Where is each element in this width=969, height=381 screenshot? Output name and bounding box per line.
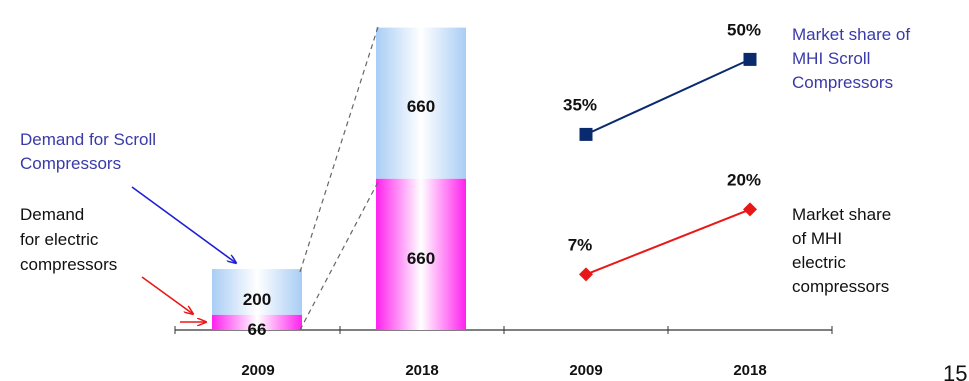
axis-ticks	[174, 326, 833, 334]
data-label-scroll-share-2009: 35%	[563, 95, 597, 114]
bar-electric-2009	[212, 314, 302, 330]
page-number: 15	[943, 361, 967, 381]
data-label-scroll-2009: 200	[243, 290, 271, 309]
marker-scroll-2009	[579, 127, 593, 141]
legend-electric-share: Market share of MHI electric compressors	[792, 205, 896, 296]
bar-scroll-2018	[376, 27, 466, 179]
data-label-scroll-2018: 660	[407, 97, 435, 116]
connector-dash-bottom	[299, 181, 379, 331]
bar-scroll-2009	[212, 269, 302, 315]
annotation-scroll-demand: Demand for Scroll Compressors	[20, 130, 161, 173]
data-label-electric-share-2009: 7%	[568, 235, 593, 254]
annotation-electric-demand: Demand for electric compressors	[20, 205, 117, 274]
tick-label-bar-2018: 2018	[405, 362, 438, 379]
annotation-scroll-line-1: Demand for Scroll	[20, 130, 156, 149]
tick-label-bar-2009: 2009	[241, 362, 274, 379]
legend-electric-line-2: of MHI	[792, 229, 842, 248]
annotation-scroll-line-2: Compressors	[20, 154, 121, 173]
tick-label-line-2018: 2018	[733, 362, 766, 379]
annotation-electric-line-2: for electric	[20, 230, 99, 249]
annotation-electric-line-1: Demand	[20, 205, 84, 224]
legend-electric-line-3: electric	[792, 253, 846, 272]
data-label-electric-share-2018: 20%	[727, 170, 761, 189]
legend-scroll-line-2: MHI Scroll	[792, 49, 870, 68]
arrow-electric-demand	[141, 276, 193, 314]
marker-electric-2009	[579, 267, 593, 282]
legend-electric-line-1: Market share	[792, 205, 891, 224]
data-label-electric-2018: 660	[407, 249, 435, 268]
connector-dash-top	[299, 26, 379, 273]
legend-scroll-line-3: Compressors	[792, 73, 893, 92]
bar-electric-2018	[376, 178, 466, 330]
data-label-scroll-share-2018: 50%	[727, 20, 761, 39]
marker-scroll-2018	[743, 52, 757, 66]
marker-electric-2018	[743, 202, 757, 217]
annotation-electric-line-3: compressors	[20, 255, 117, 274]
line-electric-share	[585, 208, 751, 276]
arrow-scroll-demand	[131, 186, 236, 263]
line-scroll-share	[585, 58, 751, 136]
data-label-electric-2009: 66	[248, 320, 267, 339]
tick-label-line-2009: 2009	[569, 362, 602, 379]
legend-electric-line-4: compressors	[792, 277, 889, 296]
legend-scroll-share: Market share of MHI Scroll Compressors	[792, 25, 915, 92]
legend-scroll-line-1: Market share of	[792, 25, 910, 44]
